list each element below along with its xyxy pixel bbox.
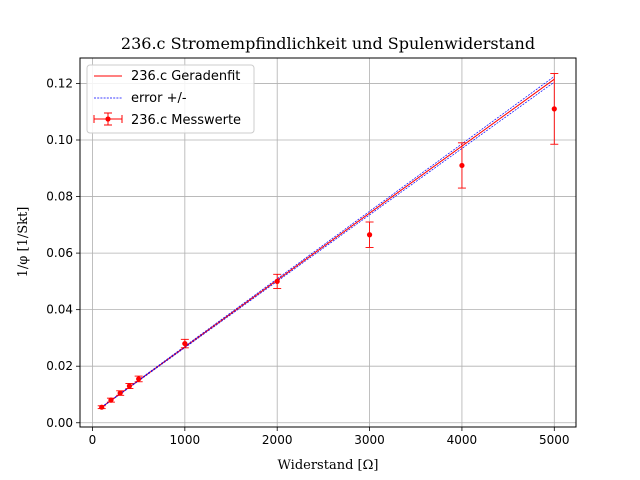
measurement-point [125,383,134,389]
measurement-point [106,397,115,403]
measurement-point [273,273,282,289]
x-tick-label: 4000 [447,433,478,447]
measurement-point [97,404,106,410]
data-marker [99,404,105,410]
error-line-lower [101,81,555,408]
chart-title: 236.c Stromempfindlichkeit und Spulenwid… [121,34,535,53]
y-axis-label: 1/φ [1/Skt] [16,207,31,278]
data-marker [126,383,133,389]
plot-frame [79,57,577,428]
x-tick-label: 3000 [354,433,385,447]
y-tick-label: 0.00 [46,416,73,430]
x-axis-label: Widerstand [Ω] [278,458,379,473]
measurement-point [134,375,143,383]
axis-ticks: 0 1000 2000 3000 4000 5000 0.00 0.02 0.04 0.06 0.0… [46,76,569,447]
data-marker [274,278,280,284]
y-tick-label: 0.10 [46,133,73,147]
data-marker [459,162,465,169]
fit-line [101,78,555,408]
y-tick-label: 0.08 [46,190,73,204]
data-marker [117,390,123,396]
legend-fit-label: 236.c Geradenfit [131,69,240,84]
measurement-point [550,73,559,145]
data-marker [366,232,373,238]
x-tick-label: 1000 [170,433,201,447]
legend-measurement-swatch [93,112,123,126]
legend-error-label: error +/- [131,91,187,106]
data-marker [136,376,142,382]
plot-series [97,73,559,410]
legend: 236.c Geradenfit error +/- 236.c Messwer… [86,64,255,134]
measurement-point [365,221,374,248]
measurement-point [180,338,189,349]
x-tick-label: 2000 [262,433,293,447]
y-tick-label: 0.06 [46,246,73,260]
legend-box [86,64,255,134]
y-tick-label: 0.02 [46,359,73,373]
legend-measurement-label: 236.c Messwerte [131,113,241,128]
measurement-point [116,390,125,396]
measurement-point [457,142,466,189]
x-tick-label: 5000 [539,433,570,447]
y-tick-label: 0.12 [46,76,73,90]
x-tick-label: 0 [89,433,97,447]
data-marker [108,397,114,403]
data-marker [182,340,188,347]
error-line-upper [101,76,555,408]
y-tick-label: 0.04 [46,303,73,317]
data-marker [551,106,557,112]
